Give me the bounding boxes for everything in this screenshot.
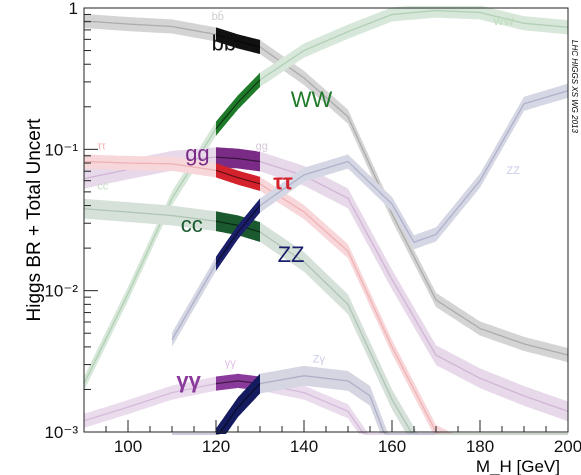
series-z-line [216,383,261,435]
series-gg-line [215,156,261,163]
y-tick-label: 1 [69,0,78,18]
series-zz-band [216,198,260,271]
faint-curve-label-7: bb̄ [212,11,224,24]
axes: 100 120 140 160 180 200 1 10⁻¹ 10⁻² 10⁻³ [44,0,581,456]
x-tick-label: 180 [466,437,494,456]
series-zz-line [215,205,261,265]
highlight-curves [215,27,261,435]
curve-label-0: bb [212,31,236,56]
series-ww-band [216,72,260,136]
faint-curve-label-10: gg [256,140,268,152]
series-gg-faint-band [84,147,568,422]
curve-label-4: cc [181,212,203,237]
series-s8a3a9a-faint-band [84,373,436,434]
series-ww-line [215,79,261,130]
y-tick-label: 10⁻² [44,282,78,301]
x-tick-label: 160 [378,437,406,456]
series-cc-faint-line [83,208,568,435]
faint-curve-label-8: WW [493,16,514,28]
curve-label-2: gg [185,141,209,166]
y-axis-label: Higgs BR + Total Uncert [24,118,45,322]
y-tick-label: 10⁻³ [44,423,78,442]
curve-label-3: ττ [273,170,293,195]
series-sd4222c-line [215,169,261,185]
series-z-band [216,373,260,434]
curve-label-5: ZZ [278,242,305,267]
series-bb-faint-line [83,20,569,356]
credit-text: LHC HIGGS XS WG 2013 [570,40,579,133]
curve-label-1: WW [291,87,333,112]
curve-labels: bb WW gg ττ cc ZZ γγ bb̄ WW ττ gg cc̄ ZZ γγ Zγ [97,11,520,393]
faint-curve-label-13: γγ [225,358,237,370]
series-gg-band [216,147,260,172]
curve-label-6: γγ [176,368,201,393]
x-tick-label: 120 [202,437,230,456]
x-tick-label: 140 [290,437,318,456]
x-axis-label: M_H [GeV] [476,457,560,475]
faint-curve-label-12: ZZ [506,165,520,177]
x-tick-label: 100 [114,437,142,456]
faint-curve-label-9: ττ [97,140,106,152]
faint-curve-label-11: cc̄ [97,181,109,193]
faint-curve-label-14: Zγ [313,354,326,366]
series-bb-line [215,33,261,48]
x-tick-label: 200 [554,437,581,456]
series-bb-band [216,27,260,54]
y-tick-label: 10⁻¹ [44,140,78,159]
